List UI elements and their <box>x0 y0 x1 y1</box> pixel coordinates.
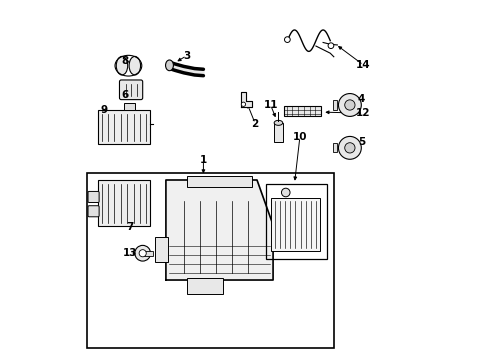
Bar <box>187 176 251 187</box>
Circle shape <box>241 102 245 107</box>
Text: 2: 2 <box>251 118 258 129</box>
Bar <box>98 180 149 226</box>
Ellipse shape <box>129 57 140 75</box>
Bar <box>332 100 337 109</box>
Circle shape <box>344 143 354 153</box>
Text: 4: 4 <box>357 94 365 104</box>
Ellipse shape <box>274 120 282 125</box>
Ellipse shape <box>165 60 173 71</box>
Circle shape <box>344 100 354 110</box>
FancyBboxPatch shape <box>88 206 99 217</box>
Circle shape <box>338 136 361 159</box>
Text: 1: 1 <box>200 156 206 165</box>
Bar <box>144 251 153 256</box>
Bar <box>87 173 333 348</box>
Bar <box>332 143 337 152</box>
Circle shape <box>281 188 289 197</box>
Text: 14: 14 <box>355 60 370 70</box>
Text: 11: 11 <box>263 100 277 110</box>
Bar <box>123 103 134 111</box>
Text: 8: 8 <box>121 56 128 66</box>
Bar <box>187 278 223 294</box>
Text: 10: 10 <box>292 132 306 142</box>
Text: 7: 7 <box>126 222 134 232</box>
Circle shape <box>139 249 146 257</box>
Circle shape <box>338 94 361 116</box>
Bar <box>98 111 149 144</box>
Text: 3: 3 <box>183 51 190 61</box>
Polygon shape <box>165 180 272 280</box>
Text: 6: 6 <box>121 90 128 100</box>
Bar <box>283 106 321 116</box>
FancyBboxPatch shape <box>88 192 99 203</box>
Bar <box>155 237 167 262</box>
Ellipse shape <box>116 57 127 75</box>
Bar <box>265 184 326 258</box>
Text: 9: 9 <box>101 105 108 115</box>
Circle shape <box>135 246 150 261</box>
Bar <box>271 198 319 251</box>
Circle shape <box>284 37 290 42</box>
Bar <box>274 123 282 143</box>
FancyBboxPatch shape <box>119 80 142 100</box>
Text: 13: 13 <box>122 248 137 258</box>
Text: 12: 12 <box>355 108 370 118</box>
Circle shape <box>327 43 333 49</box>
Text: 5: 5 <box>357 138 365 148</box>
Polygon shape <box>241 93 251 107</box>
